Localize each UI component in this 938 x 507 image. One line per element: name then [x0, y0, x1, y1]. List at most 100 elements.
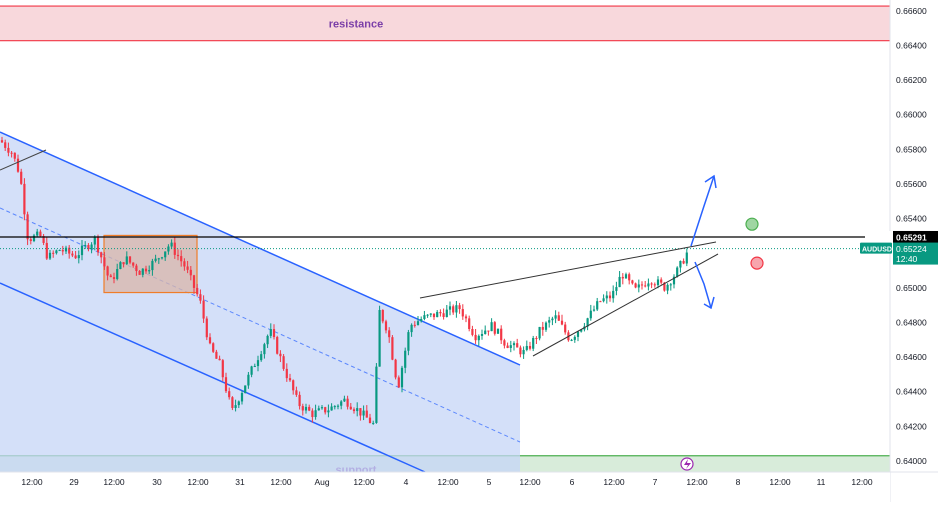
- y-tick-label: 0.66200: [896, 75, 927, 85]
- consolidation-box[interactable]: [103, 234, 198, 294]
- candle-body: [112, 277, 116, 279]
- y-tick-label: 0.64400: [896, 387, 927, 397]
- markers-layer[interactable]: [680, 217, 764, 471]
- candle-body: [573, 336, 576, 340]
- x-tick-label: 12:00: [437, 477, 459, 487]
- x-tick-label: 12:00: [270, 477, 292, 487]
- x-tick-label: 12:00: [21, 477, 43, 487]
- candle-body: [237, 401, 240, 406]
- candle-body: [436, 311, 439, 318]
- candle-body: [314, 410, 317, 418]
- bearish-arrow[interactable]: [694, 261, 712, 309]
- candle-body: [596, 301, 599, 310]
- time-axis[interactable]: 12:00 29 12:00 30 12:00 31 12:00 Aug 12:00 4 12:00…: [0, 471, 938, 502]
- current-price-badge[interactable]: [893, 242, 938, 265]
- candle-body: [164, 251, 167, 258]
- candle-body: [160, 257, 164, 259]
- candle-body: [45, 242, 48, 259]
- wedge-lower-line[interactable]: [532, 253, 719, 357]
- candle-body: [304, 406, 308, 411]
- x-tick-label: 12:00: [851, 477, 873, 487]
- bullish-arrow-head: [704, 174, 717, 189]
- wedge-upper-line[interactable]: [419, 241, 717, 299]
- consolidation-box-rect[interactable]: [103, 234, 198, 294]
- candle-body: [282, 356, 285, 369]
- candle-body: [96, 236, 100, 253]
- candle-body: [68, 247, 71, 254]
- candle-body: [311, 410, 314, 418]
- candle-body: [576, 331, 580, 337]
- candle-body: [570, 339, 573, 341]
- candle-body: [148, 270, 151, 272]
- candle-body: [586, 318, 589, 327]
- candle-body: [189, 269, 192, 276]
- channel-lower-line[interactable]: [0, 282, 426, 473]
- resistance-zone[interactable]: [0, 6, 890, 41]
- candle-body: [231, 397, 234, 408]
- candle-body: [525, 345, 528, 350]
- candle-body: [55, 250, 58, 254]
- candle-body: [608, 295, 612, 299]
- y-tick-label: 0.65800: [896, 144, 927, 154]
- candle-body: [93, 236, 96, 245]
- candle-body: [666, 284, 669, 291]
- x-tick-label: 8: [736, 477, 741, 487]
- candle-body: [327, 410, 330, 413]
- candle-body: [295, 390, 298, 395]
- candle-body: [660, 279, 663, 283]
- candle-body: [535, 338, 538, 340]
- drawing-lines[interactable]: [0, 149, 890, 357]
- candle-body: [196, 287, 199, 295]
- time-axis-bg: [0, 472, 890, 502]
- candle-body: [16, 158, 20, 172]
- short-trend-line[interactable]: [0, 149, 47, 171]
- candle-body: [266, 335, 269, 345]
- candle-body: [519, 347, 522, 355]
- bullish-arrow[interactable]: [690, 175, 715, 247]
- candle-body: [308, 406, 311, 411]
- candle-body: [423, 315, 426, 320]
- x-tick-label: 31: [235, 477, 245, 487]
- line-price-badge[interactable]: [893, 230, 938, 243]
- price-axis[interactable]: 0.66600 0.66400 0.66200 0.66000 0.65800 0.656…: [860, 0, 938, 502]
- candle-body: [29, 239, 32, 242]
- candle-body: [605, 295, 608, 299]
- candle-body: [503, 340, 506, 346]
- bearish-target-marker[interactable]: [750, 256, 764, 270]
- candle-body: [375, 366, 378, 423]
- candle-body: [301, 406, 304, 411]
- channel-upper-line[interactable]: [0, 131, 521, 366]
- candle-body: [340, 401, 343, 406]
- candle-body: [429, 313, 432, 315]
- candle-body: [77, 255, 80, 259]
- candle-body: [170, 242, 173, 247]
- candle-body: [672, 276, 676, 285]
- candle-body: [487, 330, 490, 332]
- y-tick-label: 0.66000: [896, 110, 927, 120]
- x-tick-label: Aug: [314, 477, 329, 487]
- y-tick-label: 0.64800: [896, 317, 927, 327]
- candle-body: [256, 360, 260, 367]
- y-tick-label: 0.66600: [896, 6, 927, 16]
- candle-body: [461, 309, 464, 317]
- candle-body: [106, 266, 109, 276]
- candle-body: [490, 322, 493, 332]
- descending-channel[interactable]: [0, 131, 521, 473]
- candle-body: [144, 268, 148, 272]
- bullish-target-marker[interactable]: [745, 217, 759, 231]
- candle-body: [564, 324, 567, 333]
- candle-body: [349, 406, 352, 410]
- candle-body: [493, 322, 496, 334]
- symbol-badge[interactable]: [860, 242, 892, 254]
- candle-body: [192, 275, 196, 288]
- current-price-label: 0.65224: [896, 244, 927, 254]
- candle-body: [356, 408, 359, 412]
- candle-body: [183, 261, 186, 267]
- candle-body: [13, 152, 16, 159]
- y-tick-label: 0.66400: [896, 41, 927, 51]
- candle-body: [442, 313, 445, 317]
- candle-body: [682, 260, 685, 264]
- candle-body: [628, 274, 631, 281]
